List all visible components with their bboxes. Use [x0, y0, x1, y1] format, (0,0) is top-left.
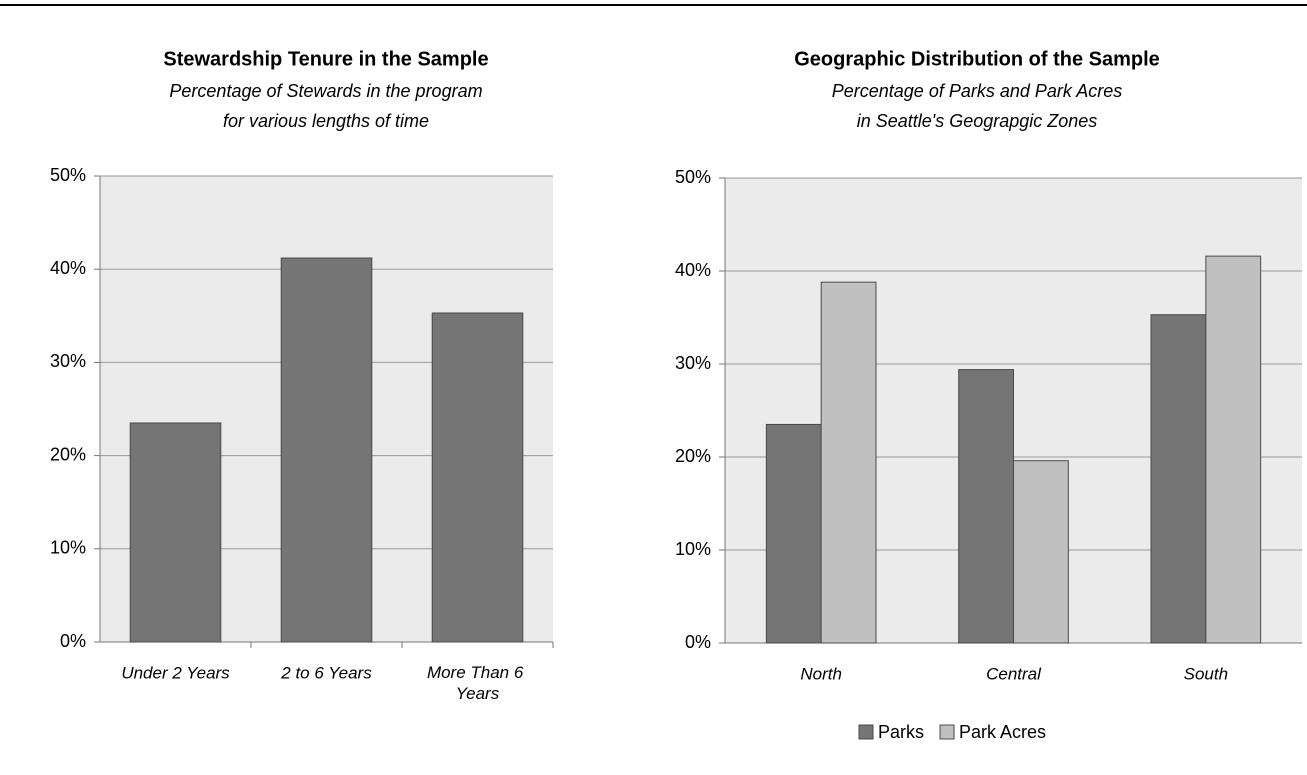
bar [765, 423, 822, 644]
y-tick-label: 0% [60, 631, 86, 651]
x-tick-label: More Than 6 Years [427, 663, 528, 703]
bar [958, 369, 1014, 644]
y-tick-label: 20% [675, 446, 711, 466]
y-tick-label: 40% [50, 258, 86, 278]
legend-label: Park Acres [959, 722, 1046, 742]
bar [129, 422, 222, 643]
chart-title: Stewardship Tenure in the Sample [163, 48, 488, 70]
bar [280, 257, 373, 643]
label-line: More Than 6 [427, 663, 528, 682]
chart-subtitle: for various lengths of time [223, 111, 429, 131]
legend-swatch [858, 724, 874, 740]
chart-subtitle: in Seattle's Geograpgic Zones [857, 111, 1098, 131]
x-tick-label: 2 to 6 Years [280, 663, 372, 682]
bar [1205, 255, 1262, 644]
y-tick-label: 10% [675, 539, 711, 559]
chart-subtitle: Percentage of Parks and Park Acres [832, 81, 1122, 101]
y-tick-label: 10% [50, 538, 86, 558]
y-tick-label: 30% [675, 353, 711, 373]
bar [820, 281, 877, 644]
y-tick-label: 20% [50, 444, 86, 464]
bar [431, 312, 524, 643]
x-tick-label: Central [986, 664, 1042, 683]
x-tick-label: North [800, 664, 842, 683]
y-tick-label: 50% [675, 167, 711, 187]
chart-title: Geographic Distribution of the Sample [794, 48, 1160, 70]
y-tick-label: 50% [50, 165, 86, 185]
y-tick-label: 30% [50, 351, 86, 371]
legend-label: Parks [878, 722, 924, 742]
x-tick-label: Under 2 Years [121, 663, 230, 682]
top-rule [0, 4, 1307, 6]
label-line: Years [456, 684, 500, 703]
legend-swatch [939, 724, 955, 740]
bar [1013, 460, 1069, 644]
x-tick-label: South [1184, 664, 1228, 683]
y-tick-label: 40% [675, 260, 711, 280]
chart-subtitle: Percentage of Stewards in the program [169, 81, 482, 101]
bar [1150, 314, 1207, 644]
y-tick-label: 0% [685, 632, 711, 652]
